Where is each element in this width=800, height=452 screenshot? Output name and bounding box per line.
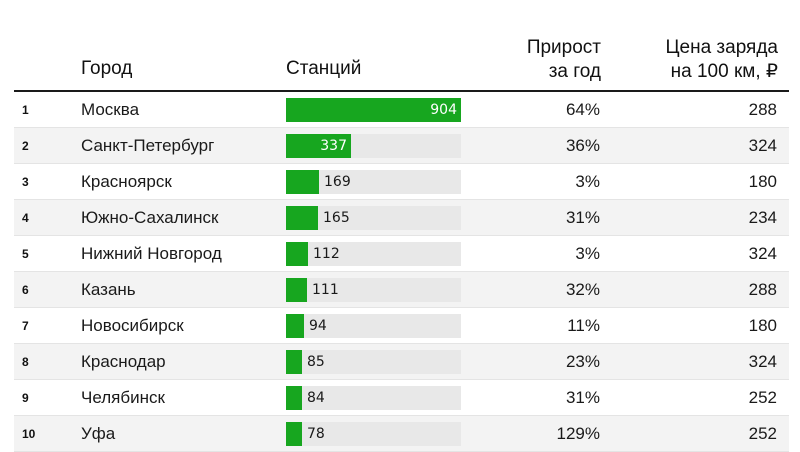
row-price: 324	[748, 244, 777, 263]
row-rank: 10	[22, 427, 36, 441]
row-city: Челябинск	[81, 388, 165, 407]
table-header: Город Станций Прирост за год Цена заряда…	[0, 0, 800, 90]
row-growth: 32%	[565, 280, 600, 299]
bar-track: 169	[286, 170, 461, 194]
table-row: 9 Челябинск 84 31% 252	[14, 380, 789, 416]
bar-value-label: 85	[307, 354, 325, 370]
row-rank: 4	[22, 211, 29, 225]
header-city: Город	[81, 58, 133, 79]
table-row: 4 Южно-Сахалинск 165 31% 234	[14, 200, 789, 236]
row-city: Москва	[81, 100, 140, 119]
row-rank: 5	[22, 247, 29, 261]
bar-track: 94	[286, 314, 461, 338]
row-growth: 31%	[565, 388, 600, 407]
row-city: Уфа	[81, 424, 116, 443]
table-body: 1 Москва 904 64% 288 2 Санкт-Петербург 337 36% 32…	[14, 92, 789, 452]
header-stations: Станций	[286, 58, 362, 79]
row-rank: 2	[22, 139, 29, 153]
bar-track: 84	[286, 386, 461, 410]
row-price: 180	[748, 316, 777, 335]
header-price: Цена заряда на 100 км, ₽	[665, 36, 778, 84]
row-city: Новосибирск	[81, 316, 184, 335]
bar-fill	[286, 242, 308, 266]
table-row: 8 Краснодар 85 23% 324	[14, 344, 789, 380]
bar-value-label: 169	[324, 174, 351, 190]
bar-track: 165	[286, 206, 461, 230]
bar-track: 337	[286, 134, 461, 158]
table-row: 3 Красноярск 169 3% 180	[14, 164, 789, 200]
table-row: 1 Москва 904 64% 288	[14, 92, 789, 128]
bar-track: 112	[286, 242, 461, 266]
bar-fill	[286, 134, 351, 158]
row-growth: 31%	[565, 208, 600, 227]
row-price: 180	[748, 172, 777, 191]
row-growth: 3%	[575, 244, 600, 263]
table-row: 2 Санкт-Петербург 337 36% 324	[14, 128, 789, 164]
row-city: Красноярск	[81, 172, 172, 191]
row-price: 324	[748, 352, 777, 371]
bar-fill	[286, 314, 304, 338]
row-growth: 36%	[565, 136, 600, 155]
row-price: 252	[748, 424, 777, 443]
table-row: 5 Нижний Новгород 112 3% 324	[14, 236, 789, 272]
row-growth: 23%	[565, 352, 600, 371]
row-rank: 3	[22, 175, 29, 189]
row-price: 252	[748, 388, 777, 407]
bar-track: 78	[286, 422, 461, 446]
bar-value-label: 78	[307, 426, 325, 442]
row-city: Нижний Новгород	[81, 244, 222, 263]
row-price: 288	[748, 100, 777, 119]
row-growth: 129%	[556, 424, 600, 443]
header-growth-line2: за год	[548, 61, 601, 82]
row-growth: 64%	[565, 100, 600, 119]
bar-track: 85	[286, 350, 461, 374]
bar-fill	[286, 386, 302, 410]
bar-fill	[286, 98, 461, 122]
bar-value-label: 165	[323, 210, 350, 226]
row-city: Казань	[81, 280, 136, 299]
row-rank: 9	[22, 391, 29, 405]
bar-value-label: 112	[313, 246, 340, 262]
bar-fill	[286, 422, 302, 446]
bar-track: 904	[286, 98, 461, 122]
table-row: 10 Уфа 78 129% 252	[14, 416, 789, 452]
bar-value-label: 84	[307, 390, 325, 406]
table-row: 6 Казань 111 32% 288	[14, 272, 789, 308]
bar-fill	[286, 206, 318, 230]
row-rank: 6	[22, 283, 29, 297]
bar-fill	[286, 278, 307, 302]
row-rank: 1	[22, 103, 29, 117]
row-city: Краснодар	[81, 352, 166, 371]
bar-track: 111	[286, 278, 461, 302]
header-price-line2: на 100 км, ₽	[670, 61, 778, 82]
row-price: 234	[748, 208, 777, 227]
row-city: Южно-Сахалинск	[81, 208, 219, 227]
row-growth: 11%	[567, 316, 600, 335]
bar-fill	[286, 350, 302, 374]
header-growth-line1: Прирост	[526, 37, 601, 58]
header-price-line1: Цена заряда	[665, 37, 778, 58]
bar-fill	[286, 170, 319, 194]
bar-value-label: 337	[320, 138, 347, 154]
header-divider	[14, 90, 789, 92]
bar-value-label: 904	[430, 102, 457, 118]
row-rank: 7	[22, 319, 29, 333]
row-growth: 3%	[575, 172, 600, 191]
header-growth: Прирост за год	[527, 36, 601, 84]
bar-value-label: 111	[312, 282, 339, 298]
bar-value-label: 94	[309, 318, 327, 334]
row-city: Санкт-Петербург	[81, 136, 215, 155]
table-row: 7 Новосибирск 94 11% 180	[14, 308, 789, 344]
row-rank: 8	[22, 355, 29, 369]
row-price: 288	[748, 280, 777, 299]
row-price: 324	[748, 136, 777, 155]
